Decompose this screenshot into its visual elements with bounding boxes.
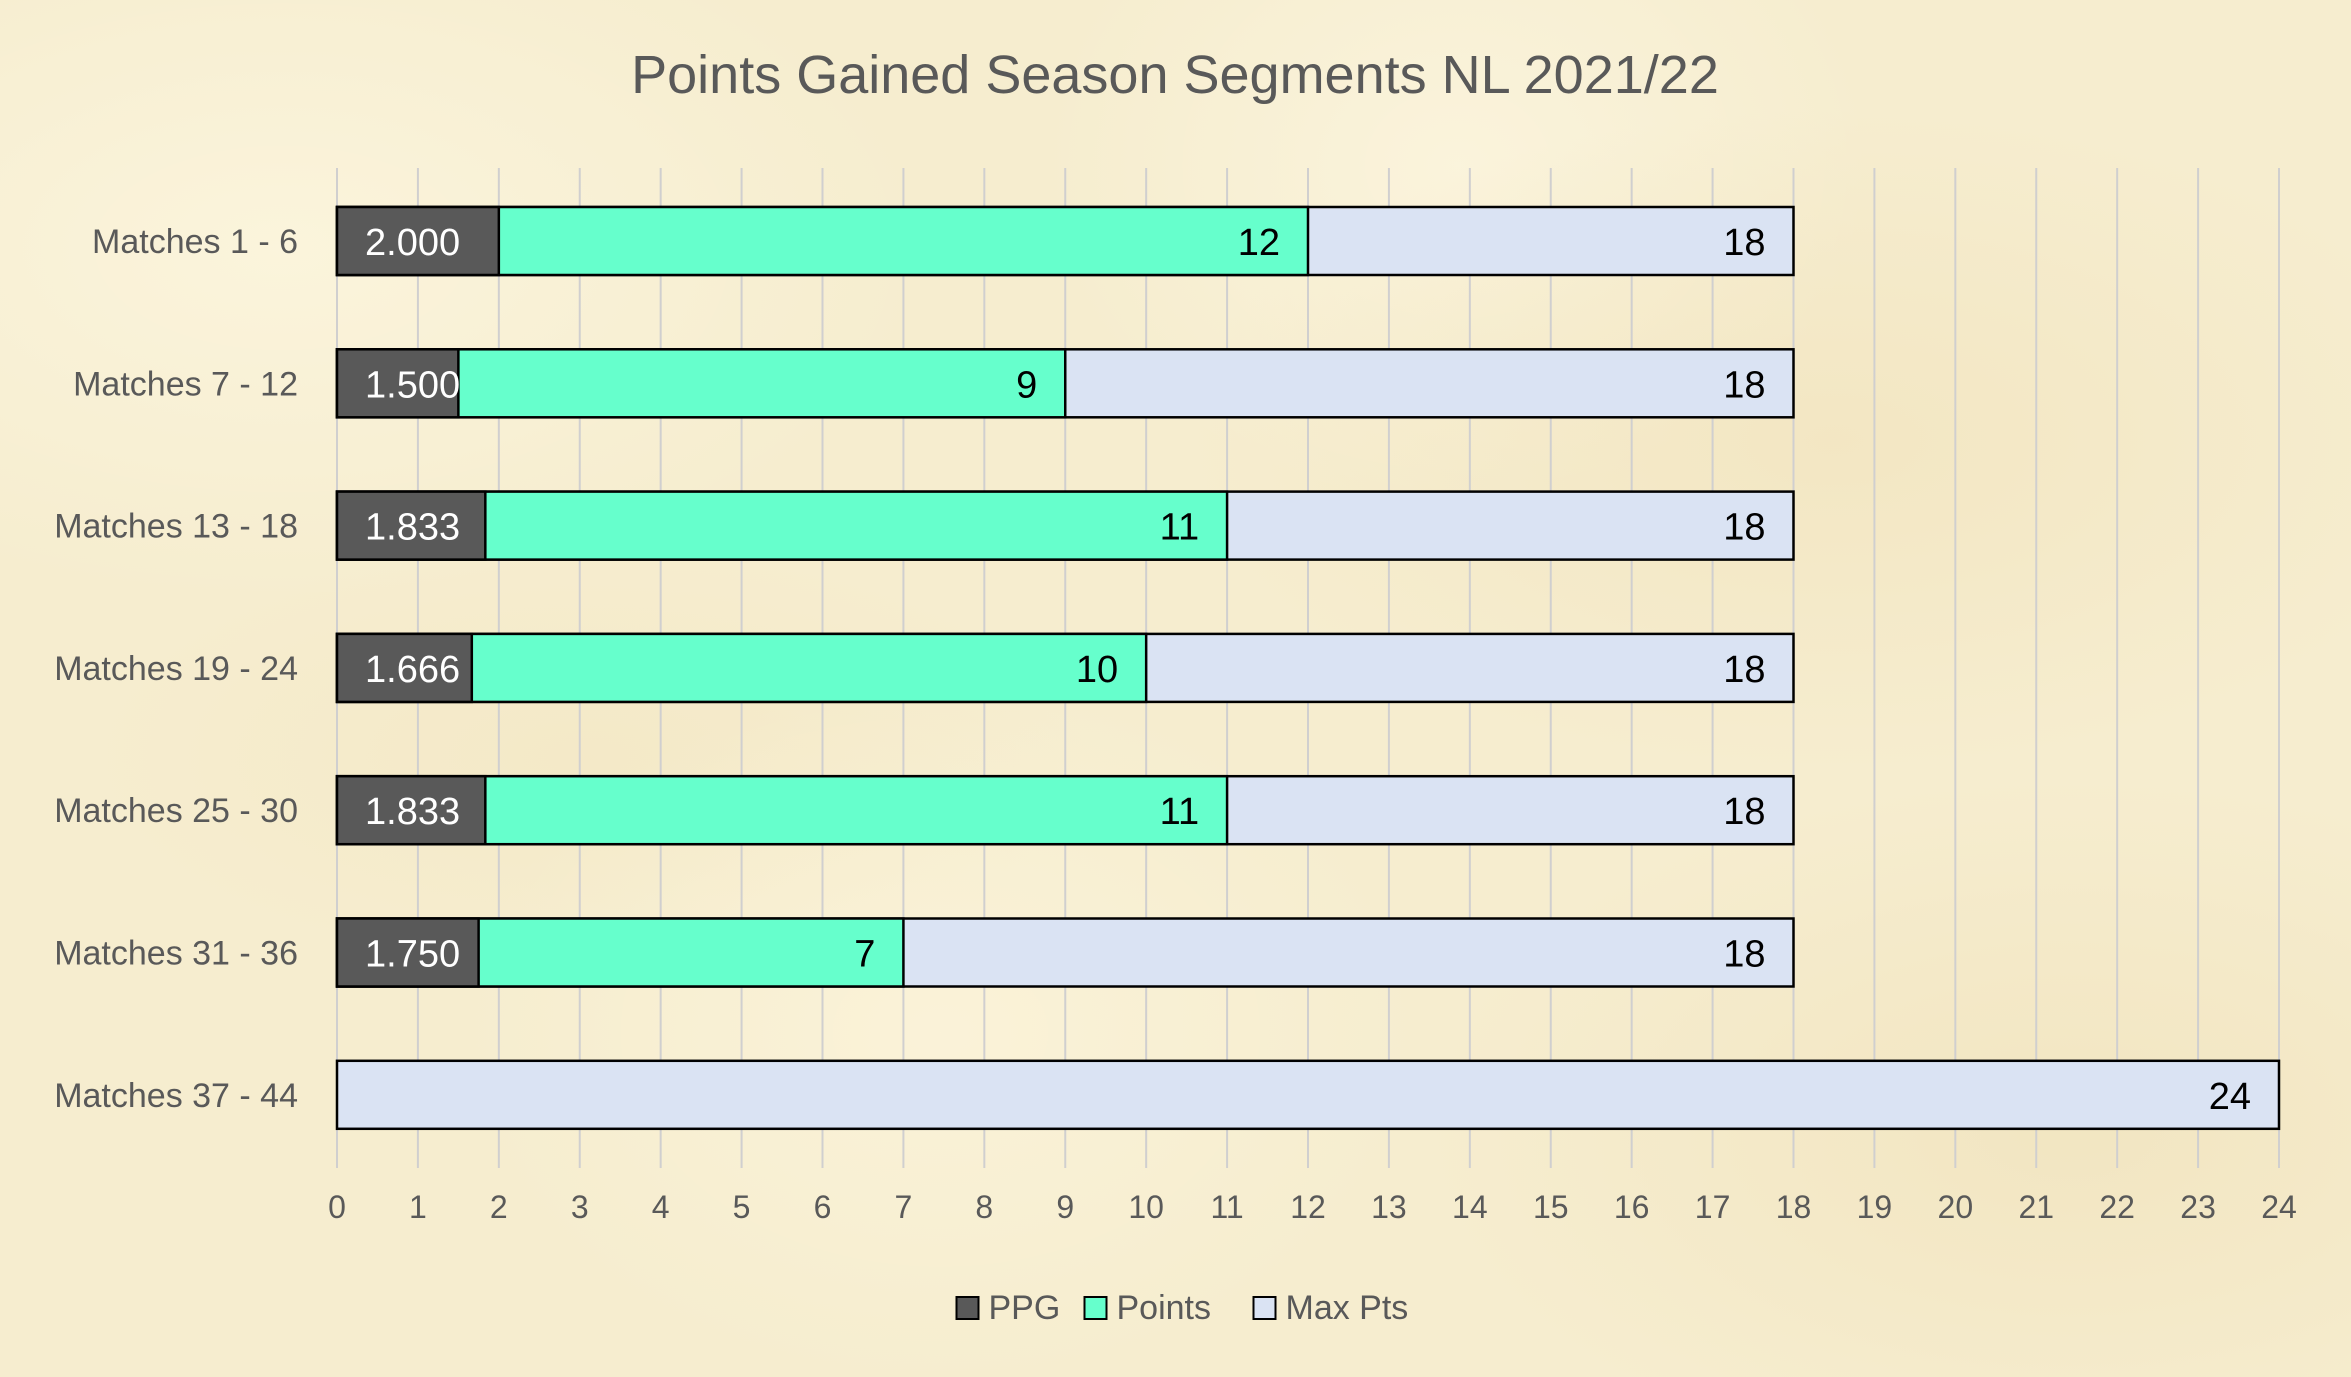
legend: PPG Points Max Pts: [955, 1289, 1409, 1327]
x-tick-label: 14: [1452, 1189, 1488, 1225]
x-tick-label: 2: [490, 1189, 508, 1225]
data-label-max-pts: 18: [1723, 791, 1765, 833]
legend-label-points: Points: [1117, 1289, 1212, 1327]
x-tick-label: 3: [571, 1189, 589, 1225]
chart-title: Points Gained Season Segments NL 2021/22: [631, 45, 1719, 105]
x-tick-label: 23: [2180, 1189, 2216, 1225]
data-label-points: 11: [1160, 507, 1199, 549]
data-label-points: 11: [1160, 791, 1199, 833]
bar-ppg: [335, 205, 501, 277]
x-tick-label: 7: [895, 1189, 913, 1225]
category-axis: Matches 1 - 6 Matches 7 - 12 Matches 13 - …: [54, 223, 298, 1115]
data-label-points: 12: [1238, 222, 1280, 264]
category-label: Matches 37 - 44: [54, 1077, 298, 1115]
bar-ppg: [335, 490, 487, 561]
x-tick-label: 22: [2099, 1189, 2135, 1225]
category-label: Matches 7 - 12: [73, 365, 298, 403]
data-labels: 18 12 2.000 18 9 1.500 18 11 1.833 18 10 1.666 18 11 1…: [365, 222, 2251, 1118]
category-label: Matches 13 - 18: [54, 508, 298, 546]
x-tick-label: 9: [1056, 1189, 1074, 1225]
category-label: Matches 19 - 24: [54, 650, 298, 688]
data-label-ppg: 2.000: [365, 222, 460, 264]
bar-series: [335, 205, 2281, 1131]
data-label-max-pts: 18: [1723, 222, 1765, 264]
bar-ppg: [335, 348, 460, 419]
data-label-points: 10: [1076, 649, 1118, 691]
category-label: Matches 25 - 30: [54, 792, 298, 830]
data-label-points: 7: [854, 934, 875, 976]
bar-max-pts: [335, 1059, 2281, 1131]
legend-swatch-ppg: [955, 1296, 980, 1320]
x-tick-label: 20: [1938, 1189, 1974, 1225]
data-label-ppg: 1.666: [365, 649, 460, 691]
value-axis: 0 1 2 3 4 5 6 7 8 9 10 11 12 13 14 15 16 17 18 19 20 21 22 23 24: [328, 1189, 2297, 1225]
x-tick-label: 6: [814, 1189, 832, 1225]
legend-label-max-pts: Max Pts: [1286, 1289, 1409, 1327]
bar-ppg: [335, 774, 487, 846]
x-tick-label: 11: [1210, 1189, 1243, 1225]
legend-swatch-points: [1083, 1296, 1108, 1320]
bar-ppg: [335, 632, 474, 704]
data-label-max-pts: 18: [1723, 364, 1765, 406]
data-label-max-pts: 18: [1723, 649, 1765, 691]
data-label-ppg: 1.750: [365, 934, 460, 976]
bar-ppg: [335, 917, 480, 988]
x-tick-label: 10: [1128, 1189, 1164, 1225]
data-label-ppg: 1.500: [365, 364, 460, 406]
legend-label-ppg: PPG: [989, 1289, 1061, 1327]
data-label-ppg: 1.833: [365, 791, 460, 833]
data-label-max-pts: 18: [1723, 934, 1765, 976]
x-tick-label: 19: [1857, 1189, 1893, 1225]
data-label-ppg: 1.833: [365, 507, 460, 549]
category-label: Matches 1 - 6: [92, 223, 298, 261]
x-tick-label: 5: [733, 1189, 751, 1225]
x-tick-label: 24: [2261, 1189, 2297, 1225]
x-tick-label: 17: [1695, 1189, 1731, 1225]
data-label-max-pts: 24: [2209, 1076, 2251, 1118]
x-tick-label: 8: [975, 1189, 993, 1225]
x-tick-label: 12: [1290, 1189, 1326, 1225]
x-tick-label: 4: [652, 1189, 670, 1225]
x-tick-label: 21: [2018, 1189, 2054, 1225]
x-tick-label: 18: [1776, 1189, 1812, 1225]
data-label-points: 9: [1016, 364, 1037, 406]
x-tick-label: 16: [1614, 1189, 1650, 1225]
x-tick-label: 15: [1533, 1189, 1569, 1225]
x-tick-label: 0: [328, 1189, 346, 1225]
category-label: Matches 31 - 36: [54, 935, 298, 973]
legend-swatch-max-pts: [1252, 1296, 1277, 1320]
x-tick-label: 1: [409, 1189, 427, 1225]
x-tick-label: 13: [1371, 1189, 1407, 1225]
data-label-max-pts: 18: [1723, 507, 1765, 549]
